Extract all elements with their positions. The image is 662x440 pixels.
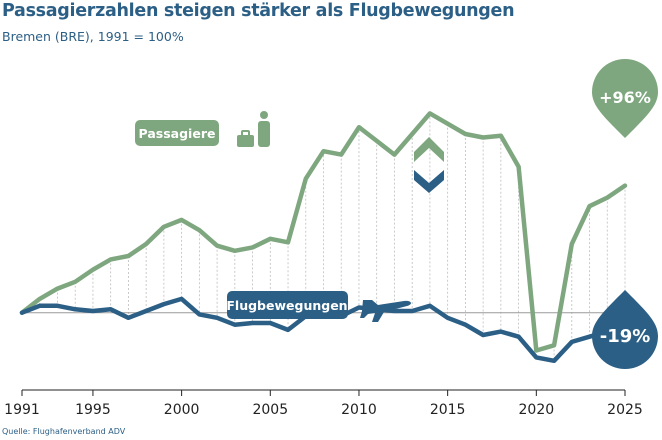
source-note: Quelle: Flughafenverband ADV	[2, 427, 126, 436]
legend-passagiere-label: Passagiere	[139, 126, 216, 141]
legend-flugbewegungen: Flugbewegungen	[226, 291, 348, 319]
legend-flugbewegungen-box	[227, 291, 348, 319]
end-badge-passagiere-shape	[592, 59, 658, 138]
legend-passagiere: Passagiere	[135, 120, 219, 146]
x-axis-ticks: 1991 1995 2000 2005 2010 2015 2020 2025	[4, 390, 643, 418]
x-tick-label: 2000	[164, 402, 200, 418]
chevron-up-icon	[414, 137, 444, 162]
chart-subtitle: Bremen (BRE), 1991 = 100%	[2, 29, 184, 44]
x-tick-label: 2025	[607, 402, 643, 418]
end-badge-flugbewegungen-shape	[592, 290, 658, 369]
end-badge-passagiere-label: +96%	[599, 88, 651, 107]
x-tick-label: 2005	[252, 402, 288, 418]
chart-title: Passagierzahlen steigen stärker als Flug…	[2, 1, 515, 21]
x-tick-label: 1991	[4, 402, 40, 418]
legend-passagiere-box	[135, 120, 219, 146]
x-tick-label: 2015	[430, 402, 466, 418]
passenger-icon	[237, 111, 270, 147]
end-badge-passagiere: +96%	[592, 59, 658, 138]
end-badge-flugbewegungen-label: -19%	[600, 326, 651, 347]
end-badge-flugbewegungen: -19%	[592, 290, 658, 369]
legend-flugbewegungen-label: Flugbewegungen	[226, 298, 347, 313]
chevron-down-icon	[414, 170, 444, 193]
series-line-passagiere	[19, 111, 628, 353]
x-tick-label: 2020	[519, 402, 555, 418]
drop-lines	[39, 113, 626, 361]
x-tick-label: 2010	[341, 402, 377, 418]
airplane-icon	[360, 300, 411, 322]
x-tick-label: 1995	[75, 402, 111, 418]
